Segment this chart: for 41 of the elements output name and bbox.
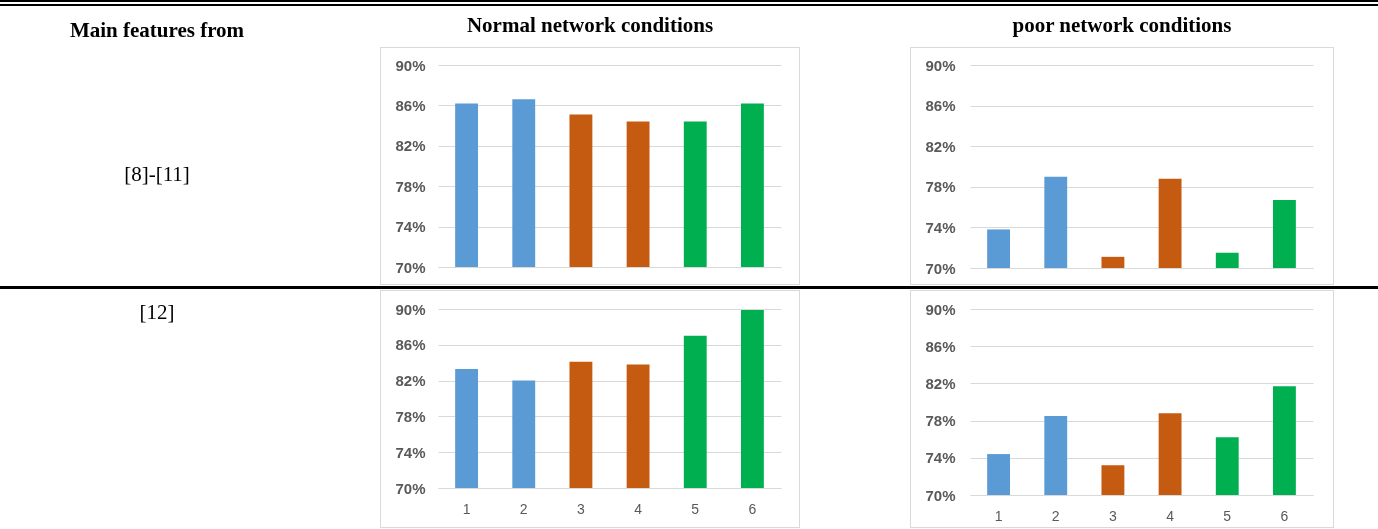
x-tick-label: 5 — [1223, 507, 1232, 524]
x-tick-label: 4 — [1166, 507, 1175, 524]
y-tick-label: 70% — [925, 486, 956, 504]
chart-title: poor network conditions — [1011, 13, 1233, 38]
y-tick-label: 78% — [925, 178, 956, 196]
y-tick-label: 82% — [395, 137, 426, 155]
chart-title: Normal network conditions — [465, 13, 715, 38]
x-tick-label: 5 — [691, 500, 700, 517]
text: [12] — [138, 300, 176, 325]
x-tick-label: 2 — [1051, 507, 1060, 524]
y-tick-label: 82% — [925, 374, 956, 392]
y-tick-label: 70% — [925, 259, 956, 277]
x-tick-label: 3 — [577, 500, 586, 517]
y-tick-label: 78% — [395, 407, 426, 425]
y-tick-label: 86% — [395, 96, 426, 114]
y-tick-label: 90% — [925, 56, 956, 74]
y-tick-label: 86% — [395, 336, 426, 354]
x-tick-label: 1 — [994, 507, 1003, 524]
y-tick-label: 78% — [395, 177, 426, 195]
y-tick-label: 90% — [395, 300, 426, 318]
y-tick-label: 90% — [925, 300, 956, 318]
x-tick-label: 3 — [1109, 507, 1118, 524]
x-tick-label: 6 — [1280, 507, 1289, 524]
x-tick-label: 4 — [634, 500, 643, 517]
y-tick-label: 70% — [395, 258, 426, 276]
y-tick-label: 78% — [925, 412, 956, 430]
y-tick-label: 74% — [925, 449, 956, 467]
x-tick-label: 6 — [748, 500, 757, 517]
text: [8]-[11] — [123, 162, 191, 187]
y-tick-label: 74% — [925, 218, 956, 236]
text: Main features from — [68, 18, 246, 43]
x-tick-label: 1 — [462, 500, 471, 517]
y-tick-label: 74% — [395, 443, 426, 461]
y-tick-label: 82% — [395, 372, 426, 390]
y-tick-label: 86% — [925, 97, 956, 115]
y-tick-label: 86% — [925, 337, 956, 355]
y-tick-label: 90% — [395, 56, 426, 74]
y-tick-label: 82% — [925, 137, 956, 155]
x-tick-label: 2 — [519, 500, 528, 517]
y-tick-label: 70% — [395, 479, 426, 497]
y-tick-label: 74% — [395, 218, 426, 236]
